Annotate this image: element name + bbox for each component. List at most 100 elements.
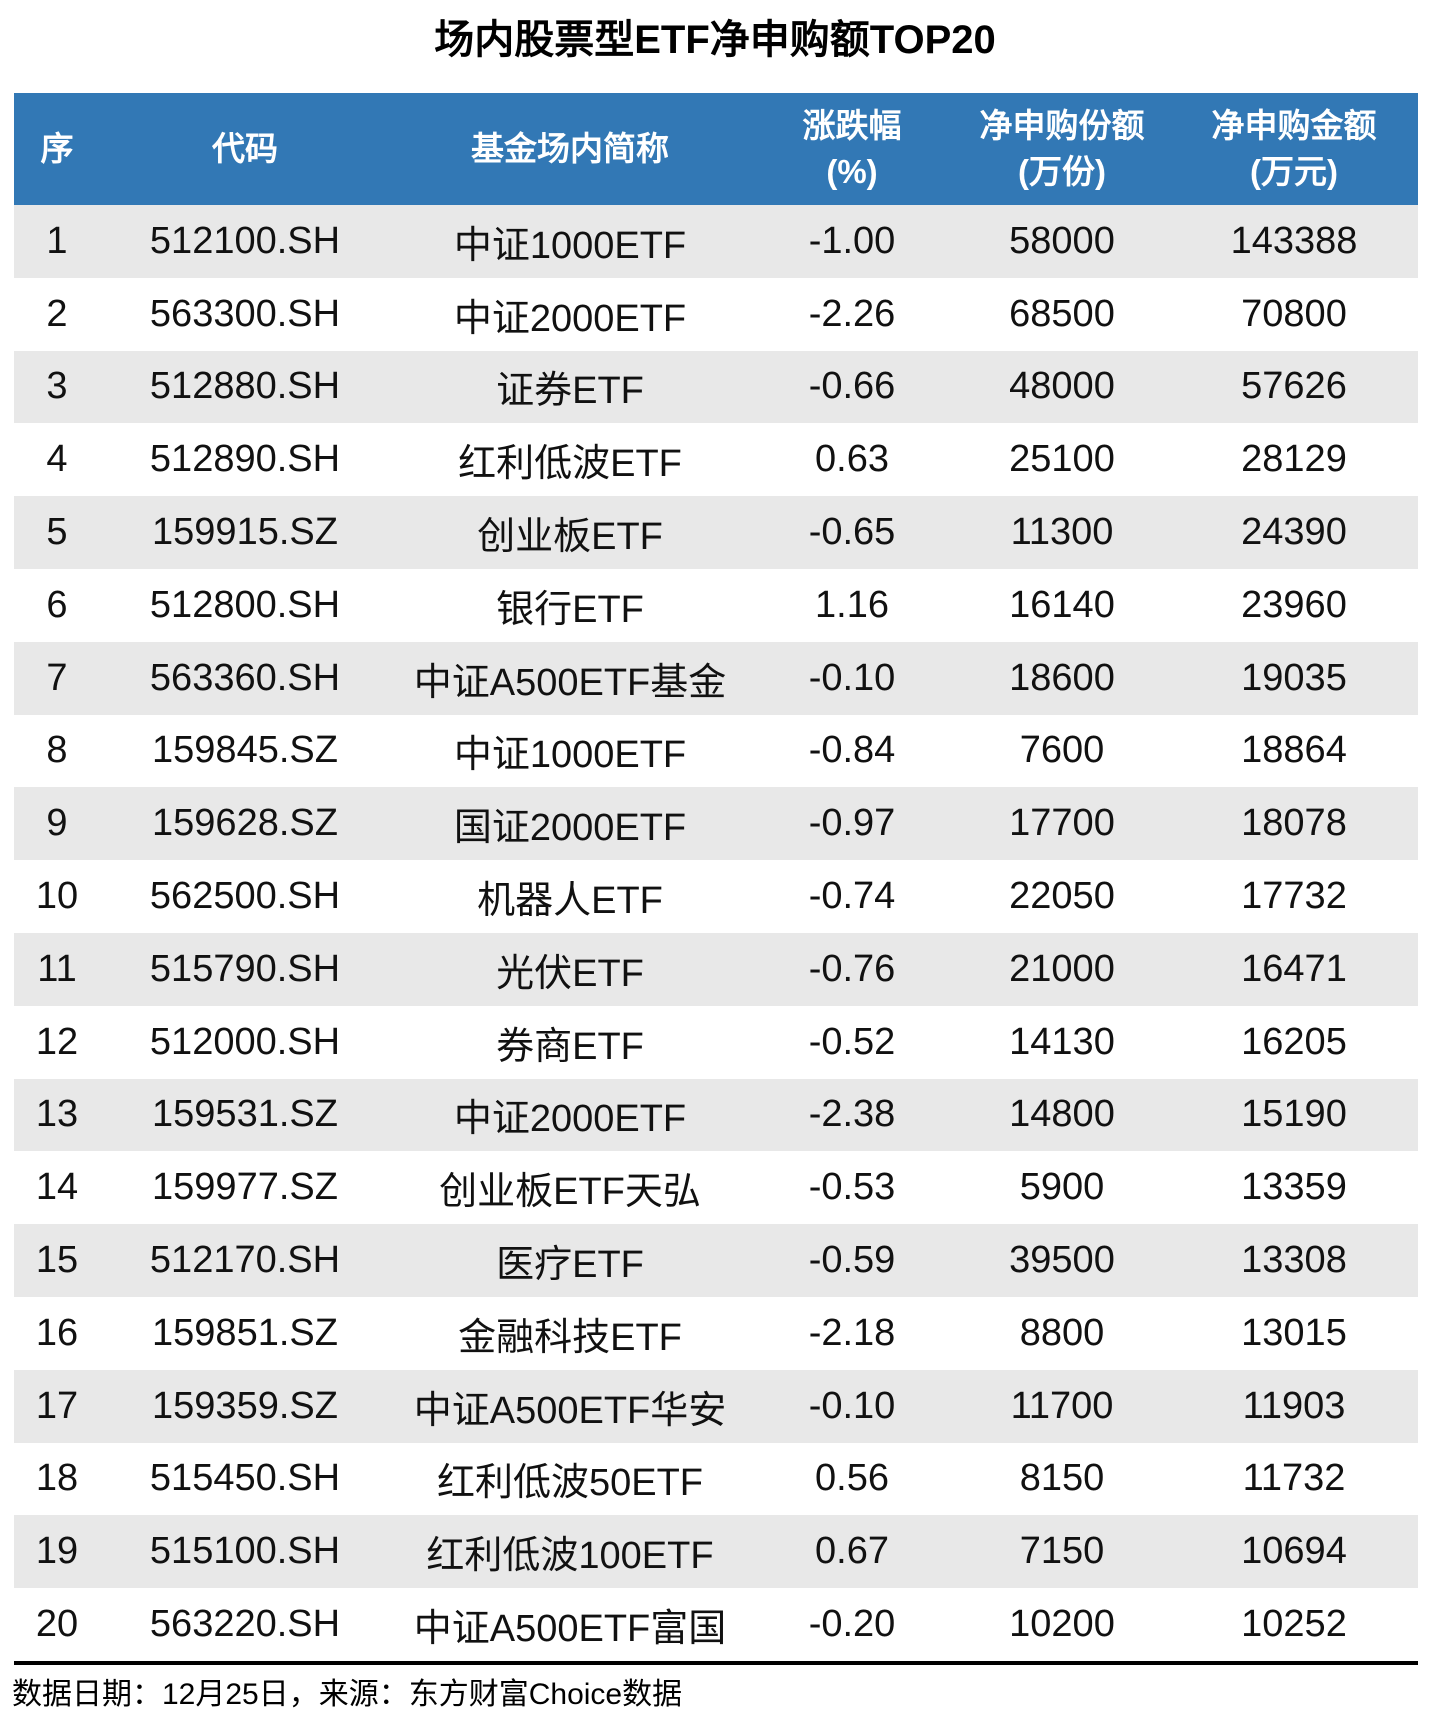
table-cell: 23960 <box>1241 583 1347 626</box>
table-cell: 0.63 <box>815 438 889 481</box>
table-cell: 14800 <box>1009 1093 1115 1136</box>
table-cell: 红利低波100ETF <box>426 1535 714 1578</box>
table-cell: 光伏ETF <box>496 952 644 995</box>
table-cell: 5 <box>46 511 68 554</box>
header-row: 序代码 基金场内简称 涨跌幅 (%) 净申购份额 (万份) 净申购金额 (万元) <box>14 93 1418 205</box>
table-cell: 6 <box>46 583 68 626</box>
table-cell: 金融科技ETF <box>458 1316 682 1359</box>
table-cell: 10252 <box>1241 1603 1347 1646</box>
table-cell: 15 <box>35 1239 79 1282</box>
table-cell: 11732 <box>1242 1457 1346 1500</box>
table-cell: 28129 <box>1241 438 1347 481</box>
table-cell: -0.74 <box>808 875 896 918</box>
table-cell: 9 <box>46 802 68 845</box>
table-cell: 18 <box>35 1457 79 1500</box>
etf-table: 序代码 基金场内简称 涨跌幅 (%) 净申购份额 (万份) 净申购金额 (万元) 1 5 1 2 10… <box>14 93 1418 1661</box>
table-cell: -2.18 <box>808 1311 896 1354</box>
page-title: 场内股票型ETF净申购额TOP20 <box>434 18 996 62</box>
table-cell: 48000 <box>1009 365 1115 408</box>
table-cell: 8150 <box>1019 1457 1105 1500</box>
table-cell: -1.00 <box>808 219 896 262</box>
table-row: 1 512100.SH 中证1000ETF -1.00 58000 143388 <box>14 205 1418 278</box>
table-cell: -0.20 <box>808 1603 896 1646</box>
table-cell: 10694 <box>1241 1530 1347 1573</box>
table-cell: 18600 <box>1009 656 1115 699</box>
table-cell: -0.53 <box>808 1166 896 1209</box>
column-header: 代码 <box>100 93 390 205</box>
table-cell: 国证2000ETF <box>453 807 687 850</box>
table-cell: 2 <box>46 292 68 335</box>
table-cell: 11903 <box>1242 1384 1346 1427</box>
table-cell: 512170.SH <box>149 1239 341 1282</box>
table-cell: 0.67 <box>815 1530 889 1573</box>
table-cell: 18078 <box>1241 802 1347 845</box>
table-cell: 159977.SZ <box>152 1166 338 1209</box>
table-cell: 5900 <box>1019 1166 1105 1209</box>
table-cell: 4 <box>46 438 68 481</box>
table-row: 12 512000.SH 券商ETF -0.52 14130 16205 <box>14 1005 1418 1079</box>
table-cell: -0.10 <box>808 1384 896 1427</box>
table-cell: 医疗ETF <box>496 1244 644 1287</box>
table-cell: 515100.SH <box>149 1530 341 1573</box>
table-cell: 16205 <box>1241 1020 1347 1063</box>
table-cell: 创业板ETF天弘 <box>439 1171 701 1214</box>
table-cell: -0.84 <box>808 729 896 772</box>
table-cell: 143388 <box>1230 219 1358 262</box>
table-row: 8 159845.SZ 中证1000ETF -0.84 7600 18864 <box>14 714 1418 788</box>
table-row: 13 159531.SZ 中证2000ETF -2.38 14800 15190 <box>14 1078 1418 1152</box>
table-cell: 159851.SZ <box>152 1311 338 1354</box>
table-cell: 中证2000ETF <box>453 297 687 340</box>
table-cell: 1 <box>46 219 68 262</box>
table-cell: 563300.SH <box>149 292 341 335</box>
table-row: 20 563220.SH 中证A500ETF富国 -0.20 10200 10252 <box>14 1588 1418 1661</box>
table-cell: 13 <box>35 1093 79 1136</box>
table-cell: 512800.SH <box>149 583 341 626</box>
table-cell: 中证1000ETF <box>453 224 687 267</box>
table-cell: 8 <box>46 729 68 772</box>
table-cell: 159845.SZ <box>152 729 338 772</box>
table-cell: 515790.SH <box>149 947 341 990</box>
table-cell: 10 <box>35 875 79 918</box>
table-cell: 159628.SZ <box>152 802 338 845</box>
table-cell: 512890.SH <box>149 438 341 481</box>
table-cell: 中证A500ETF华安 <box>413 1389 727 1432</box>
table-cell: 14130 <box>1009 1020 1115 1063</box>
table-row: 7 563360.SH 中证A500ETF基金 -0.10 18600 19035 <box>14 641 1418 715</box>
table-cell: 银行ETF <box>496 588 644 631</box>
table-cell: 515450.SH <box>149 1457 341 1500</box>
table-cell: 57626 <box>1241 365 1347 408</box>
table-cell: 19 <box>35 1530 79 1573</box>
table-row: 4 512890.SH 红利低波ETF 0.63 25100 28129 <box>14 423 1418 497</box>
table-cell: 563360.SH <box>149 656 341 699</box>
table-cell: 22050 <box>1009 875 1115 918</box>
table-cell: 证券ETF <box>496 370 644 413</box>
data-source-note: 数据日期：12月25日，来源：东方财富Choice数据 <box>12 1677 683 1711</box>
table-cell: 512880.SH <box>149 365 341 408</box>
table-cell: 19035 <box>1241 656 1347 699</box>
table-cell: 39500 <box>1009 1239 1115 1282</box>
table-row: 9 159628.SZ 国证2000ETF -0.97 17700 18078 <box>14 787 1418 861</box>
table-cell: 17 <box>35 1384 79 1427</box>
table-row: 16 159851.SZ 金融科技ETF -2.18 8800 13015 <box>14 1296 1418 1370</box>
table-cell: 中证A500ETF富国 <box>413 1608 727 1651</box>
table-row: 6 512800.SH 银行ETF 1.16 16140 23960 <box>14 568 1418 642</box>
table-row: 18 515450.SH 红利低波50ETF 0.56 8150 11732 <box>14 1442 1418 1516</box>
table-cell: 159915.SZ <box>152 511 338 554</box>
table-cell: 17732 <box>1241 875 1347 918</box>
table-cell: -0.65 <box>808 511 896 554</box>
table-cell: 562500.SH <box>149 875 341 918</box>
table-cell: -2.38 <box>808 1093 896 1136</box>
table-cell: 159531.SZ <box>152 1093 338 1136</box>
table-cell: -0.97 <box>808 802 896 845</box>
table-cell: 10200 <box>1009 1603 1115 1646</box>
table-cell: 58000 <box>1009 219 1115 262</box>
table-cell: 13359 <box>1241 1166 1347 1209</box>
table-cell: 16 <box>35 1311 79 1354</box>
table-cell: 18864 <box>1241 729 1347 772</box>
column-header: 基金场内简称 <box>390 93 750 205</box>
table-row: 10 562500.SH 机器人ETF -0.74 22050 17732 <box>14 860 1418 933</box>
table-cell: 7 <box>46 656 68 699</box>
table-cell: 70800 <box>1241 292 1347 335</box>
table-row: 5 159915.SZ 创业板ETF -0.65 11300 24390 <box>14 496 1418 569</box>
table-cell: 机器人ETF <box>477 880 663 923</box>
